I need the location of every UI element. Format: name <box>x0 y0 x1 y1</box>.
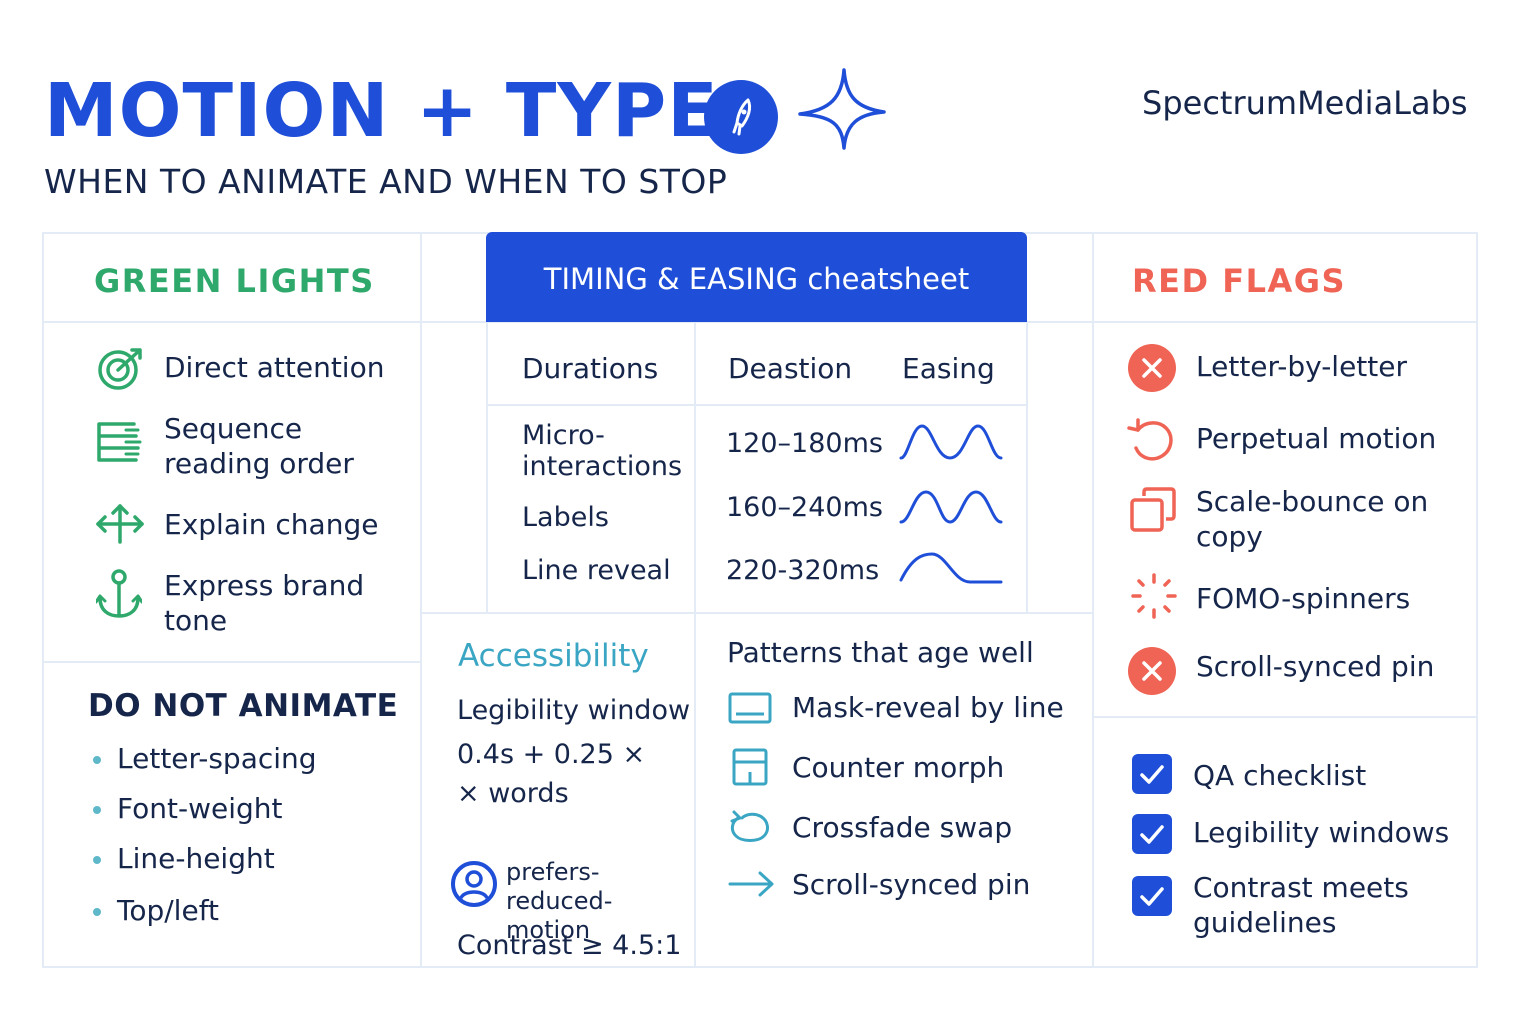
checkbox-checked-icon[interactable] <box>1132 754 1172 794</box>
target-icon <box>98 348 142 390</box>
page-subtitle: WHEN TO ANIMATE AND WHEN TO STOP <box>44 162 728 201</box>
row-duration-micro: 120–180ms <box>726 428 883 459</box>
dna-item-top-left: Top/left <box>117 894 220 927</box>
rotate-icon <box>1127 418 1173 461</box>
timing-heading: TIMING & EASING cheatsheet <box>543 262 970 296</box>
row-label-line-reveal: Line reveal <box>522 555 671 586</box>
green-item-direct-attention: Direct attention <box>164 351 385 384</box>
move-arrows-icon <box>96 504 144 544</box>
accessibility-heading: Accessibility <box>458 638 649 674</box>
pattern-counter-morph: Counter morph <box>792 751 1005 784</box>
pattern-mask-reveal: Mask-reveal by line <box>792 691 1064 724</box>
x-circle-icon <box>1128 647 1176 695</box>
checkbox-checked-icon[interactable] <box>1132 876 1172 916</box>
patterns-heading: Patterns that age well <box>727 636 1034 669</box>
red-item-fomo-spinners: FOMO-spinners <box>1196 582 1411 615</box>
red-item-letter-by-letter: Letter-by-letter <box>1196 350 1407 383</box>
anchor-icon <box>96 569 142 618</box>
dna-item-letter-spacing: Letter-spacing <box>117 742 317 775</box>
red-item-scroll-synced: Scroll-synced pin <box>1196 650 1435 683</box>
dna-item-font-weight: Font-weight <box>117 792 283 825</box>
copy-icon <box>1130 487 1176 532</box>
x-circle-icon <box>1128 344 1176 392</box>
green-item-brand-tone: Express brand tone <box>164 569 365 637</box>
spinner-icon <box>1131 573 1177 619</box>
formula-line2: × words <box>457 778 569 809</box>
col-deastion: Deastion <box>728 352 853 385</box>
stack-icon <box>97 422 142 462</box>
row-label-labels: Labels <box>522 502 609 533</box>
qa-item-legibility: Legibility windows <box>1193 816 1450 849</box>
pattern-scroll-synced: Scroll-synced pin <box>792 868 1031 901</box>
row-label-micro: Micro-interactions <box>522 420 683 482</box>
pattern-crossfade: Crossfade swap <box>792 811 1013 844</box>
row-duration-line-reveal: 220-320ms <box>726 555 880 586</box>
green-item-sequence: Sequence reading order <box>164 412 354 480</box>
rocket-icon <box>704 80 778 154</box>
col-easing: Easing <box>902 352 995 385</box>
red-flags-heading: RED FLAGS <box>1132 262 1347 300</box>
double-wave-icon <box>899 424 1003 460</box>
green-item-explain-change: Explain change <box>164 508 379 541</box>
brand-name: SpectrumMediaLabs <box>1142 84 1468 122</box>
red-item-scale-bounce: Scale-bounce on copy <box>1196 485 1429 553</box>
crossfade-icon <box>730 810 769 842</box>
qa-item-contrast: Contrast meets guidelines <box>1193 871 1409 939</box>
row-duration-labels: 160–240ms <box>726 492 883 523</box>
double-wave-icon <box>899 490 1003 524</box>
page-title: MOTION + TYPE <box>44 68 719 154</box>
do-not-animate-heading: DO NOT ANIMATE <box>88 688 399 724</box>
bullet-dot <box>93 806 101 814</box>
arrow-right-icon <box>728 871 774 897</box>
formula-line1: 0.4s + 0.25 × <box>457 739 646 770</box>
bullet-dot <box>93 756 101 764</box>
mask-reveal-icon <box>728 692 772 724</box>
ease-out-curve-icon <box>899 552 1003 584</box>
reduced-motion-label: prefers-reduced-motion <box>506 858 613 944</box>
contrast-label: Contrast ≥ 4.5:1 <box>457 930 682 961</box>
col-durations: Durations <box>522 352 659 385</box>
red-item-perpetual: Perpetual motion <box>1196 422 1437 455</box>
timing-header: TIMING & EASING cheatsheet <box>486 232 1027 322</box>
legibility-label: Legibility window <box>457 695 691 726</box>
bullet-dot <box>93 856 101 864</box>
checkbox-checked-icon[interactable] <box>1132 814 1172 854</box>
bullet-dot <box>93 908 101 916</box>
qa-item-checklist: QA checklist <box>1193 759 1367 792</box>
green-lights-heading: GREEN LIGHTS <box>94 262 375 300</box>
dna-item-line-height: Line-height <box>117 842 275 875</box>
sparkle-icon <box>798 68 886 150</box>
user-circle-icon <box>451 861 497 907</box>
counter-morph-icon <box>732 748 768 786</box>
